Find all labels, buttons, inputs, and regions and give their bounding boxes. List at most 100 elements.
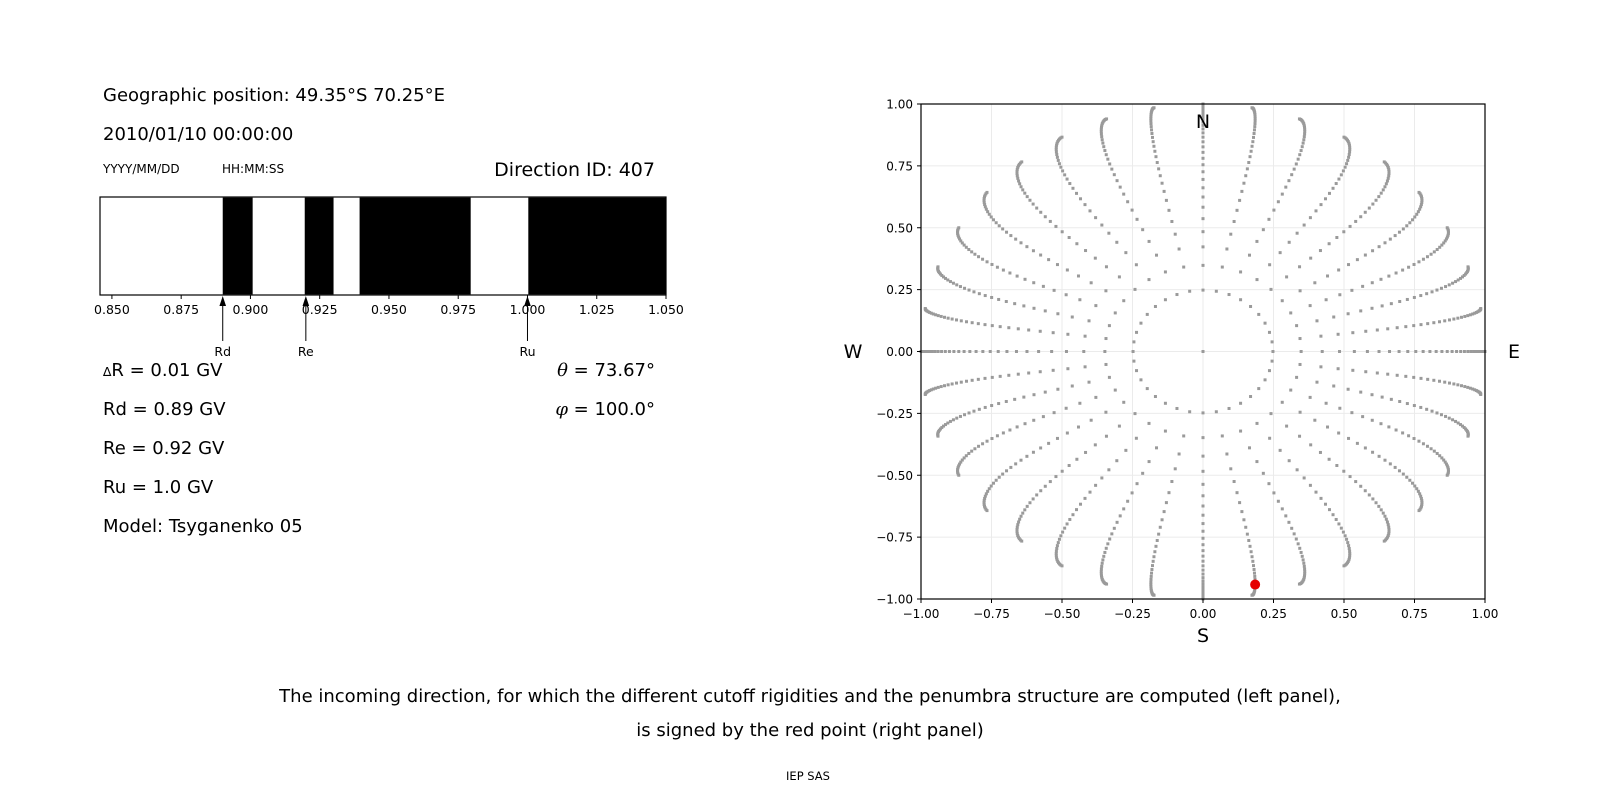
direction-dot bbox=[1395, 326, 1399, 330]
direction-dot bbox=[1466, 350, 1470, 353]
direction-dot bbox=[1425, 407, 1429, 411]
direction-dot bbox=[1149, 587, 1153, 591]
direction-dot bbox=[1101, 558, 1105, 562]
direction-dot bbox=[1335, 464, 1339, 468]
direction-dot bbox=[1413, 215, 1417, 219]
direction-dot bbox=[1039, 446, 1043, 450]
direction-dot bbox=[1410, 218, 1414, 222]
forbidden-band bbox=[359, 197, 471, 295]
direction-dot bbox=[1093, 443, 1097, 447]
direction-dot bbox=[1021, 188, 1025, 192]
direction-dot bbox=[931, 387, 935, 391]
direction-dot bbox=[1244, 174, 1248, 178]
direction-dot bbox=[1350, 411, 1354, 415]
direction-dot bbox=[1147, 239, 1151, 243]
cutoff-arrow-head bbox=[302, 296, 310, 306]
direction-dot bbox=[1239, 429, 1243, 433]
direction-dot bbox=[1332, 315, 1336, 319]
direction-dot bbox=[1412, 404, 1416, 408]
direction-dot bbox=[1401, 472, 1405, 476]
y-tick-label: 0.75 bbox=[886, 159, 913, 173]
direction-dot bbox=[950, 317, 954, 321]
direction-dot bbox=[936, 314, 940, 318]
direction-dot bbox=[1163, 298, 1167, 302]
direction-dot bbox=[958, 237, 962, 241]
direction-dot bbox=[1298, 153, 1302, 157]
direction-dot bbox=[1398, 300, 1402, 304]
direction-dot bbox=[964, 454, 968, 458]
direction-dot bbox=[1013, 397, 1017, 401]
direction-dot bbox=[1214, 289, 1218, 293]
direction-dot bbox=[1025, 504, 1029, 508]
direction-dot bbox=[1232, 480, 1236, 484]
caption-line-1: The incoming direction, for which the di… bbox=[279, 686, 1341, 707]
direction-dot bbox=[1413, 484, 1417, 488]
direction-dot bbox=[1015, 525, 1019, 529]
direction-dot bbox=[1337, 431, 1341, 435]
delta-symbol: ∆ bbox=[103, 364, 112, 379]
direction-dot bbox=[1201, 522, 1205, 526]
direction-dot bbox=[1099, 132, 1103, 136]
direction-dot bbox=[1054, 150, 1058, 154]
direction-dot bbox=[1238, 198, 1242, 202]
direction-dot bbox=[1298, 410, 1302, 414]
direction-dot bbox=[924, 350, 928, 353]
direction-dot bbox=[1335, 235, 1339, 239]
direction-dot bbox=[1154, 155, 1158, 159]
direction-dot bbox=[1359, 309, 1363, 313]
direction-dot bbox=[1019, 185, 1023, 189]
direction-dot bbox=[1347, 153, 1351, 157]
direction-dot bbox=[1149, 577, 1153, 581]
direction-dot bbox=[1135, 369, 1139, 373]
direction-dot bbox=[994, 221, 998, 225]
direction-dot bbox=[1201, 150, 1205, 154]
direction-dot bbox=[1087, 319, 1091, 323]
direction-dot bbox=[1364, 370, 1368, 374]
direction-dot bbox=[1201, 108, 1205, 112]
direction-dot bbox=[1023, 277, 1027, 281]
forbidden-band bbox=[528, 197, 666, 295]
direction-dot bbox=[1201, 436, 1205, 440]
direction-dot bbox=[1347, 141, 1351, 145]
direction-dot bbox=[1419, 405, 1423, 409]
direction-dot bbox=[1018, 517, 1022, 521]
direction-dot bbox=[982, 195, 986, 199]
direction-dot bbox=[1319, 203, 1323, 207]
direction-dot bbox=[1418, 492, 1422, 496]
direction-dot bbox=[959, 239, 963, 243]
direction-dot bbox=[930, 350, 934, 353]
direction-dot bbox=[1416, 489, 1420, 493]
direction-dot bbox=[1065, 177, 1069, 181]
direction-dot bbox=[977, 255, 981, 259]
direction-dot bbox=[1298, 362, 1302, 366]
direction-dot bbox=[992, 218, 996, 222]
direction-dot bbox=[1267, 217, 1271, 221]
direction-dot bbox=[1387, 274, 1391, 278]
direction-dot bbox=[1435, 411, 1439, 415]
direction-dot bbox=[928, 350, 932, 353]
direction-dot bbox=[1348, 145, 1352, 149]
direction-dot bbox=[1452, 317, 1456, 321]
direction-dot bbox=[1070, 384, 1074, 388]
direction-dot bbox=[1420, 198, 1424, 202]
x-tick-label: 0.850 bbox=[94, 302, 130, 317]
direction-dot bbox=[1393, 234, 1397, 238]
direction-dot bbox=[1347, 155, 1351, 159]
direction-dot bbox=[1021, 511, 1025, 515]
direction-dot bbox=[1370, 306, 1374, 310]
direction-dot bbox=[1446, 230, 1450, 234]
theta-value: = 73.67° bbox=[567, 360, 655, 381]
direction-dot bbox=[1100, 223, 1104, 227]
x-tick-label: 0.900 bbox=[233, 302, 269, 317]
direction-dot bbox=[1067, 464, 1071, 468]
direction-dot bbox=[1380, 395, 1384, 399]
direction-dot bbox=[1249, 395, 1253, 399]
direction-dot bbox=[1268, 436, 1272, 440]
direction-dot bbox=[1302, 223, 1306, 227]
direction-dot bbox=[1014, 350, 1018, 353]
direction-dot bbox=[1201, 163, 1205, 167]
direction-dot bbox=[1162, 189, 1166, 193]
direction-dot bbox=[1347, 546, 1351, 550]
direction-dot bbox=[964, 320, 968, 324]
direction-dot bbox=[1253, 112, 1257, 116]
